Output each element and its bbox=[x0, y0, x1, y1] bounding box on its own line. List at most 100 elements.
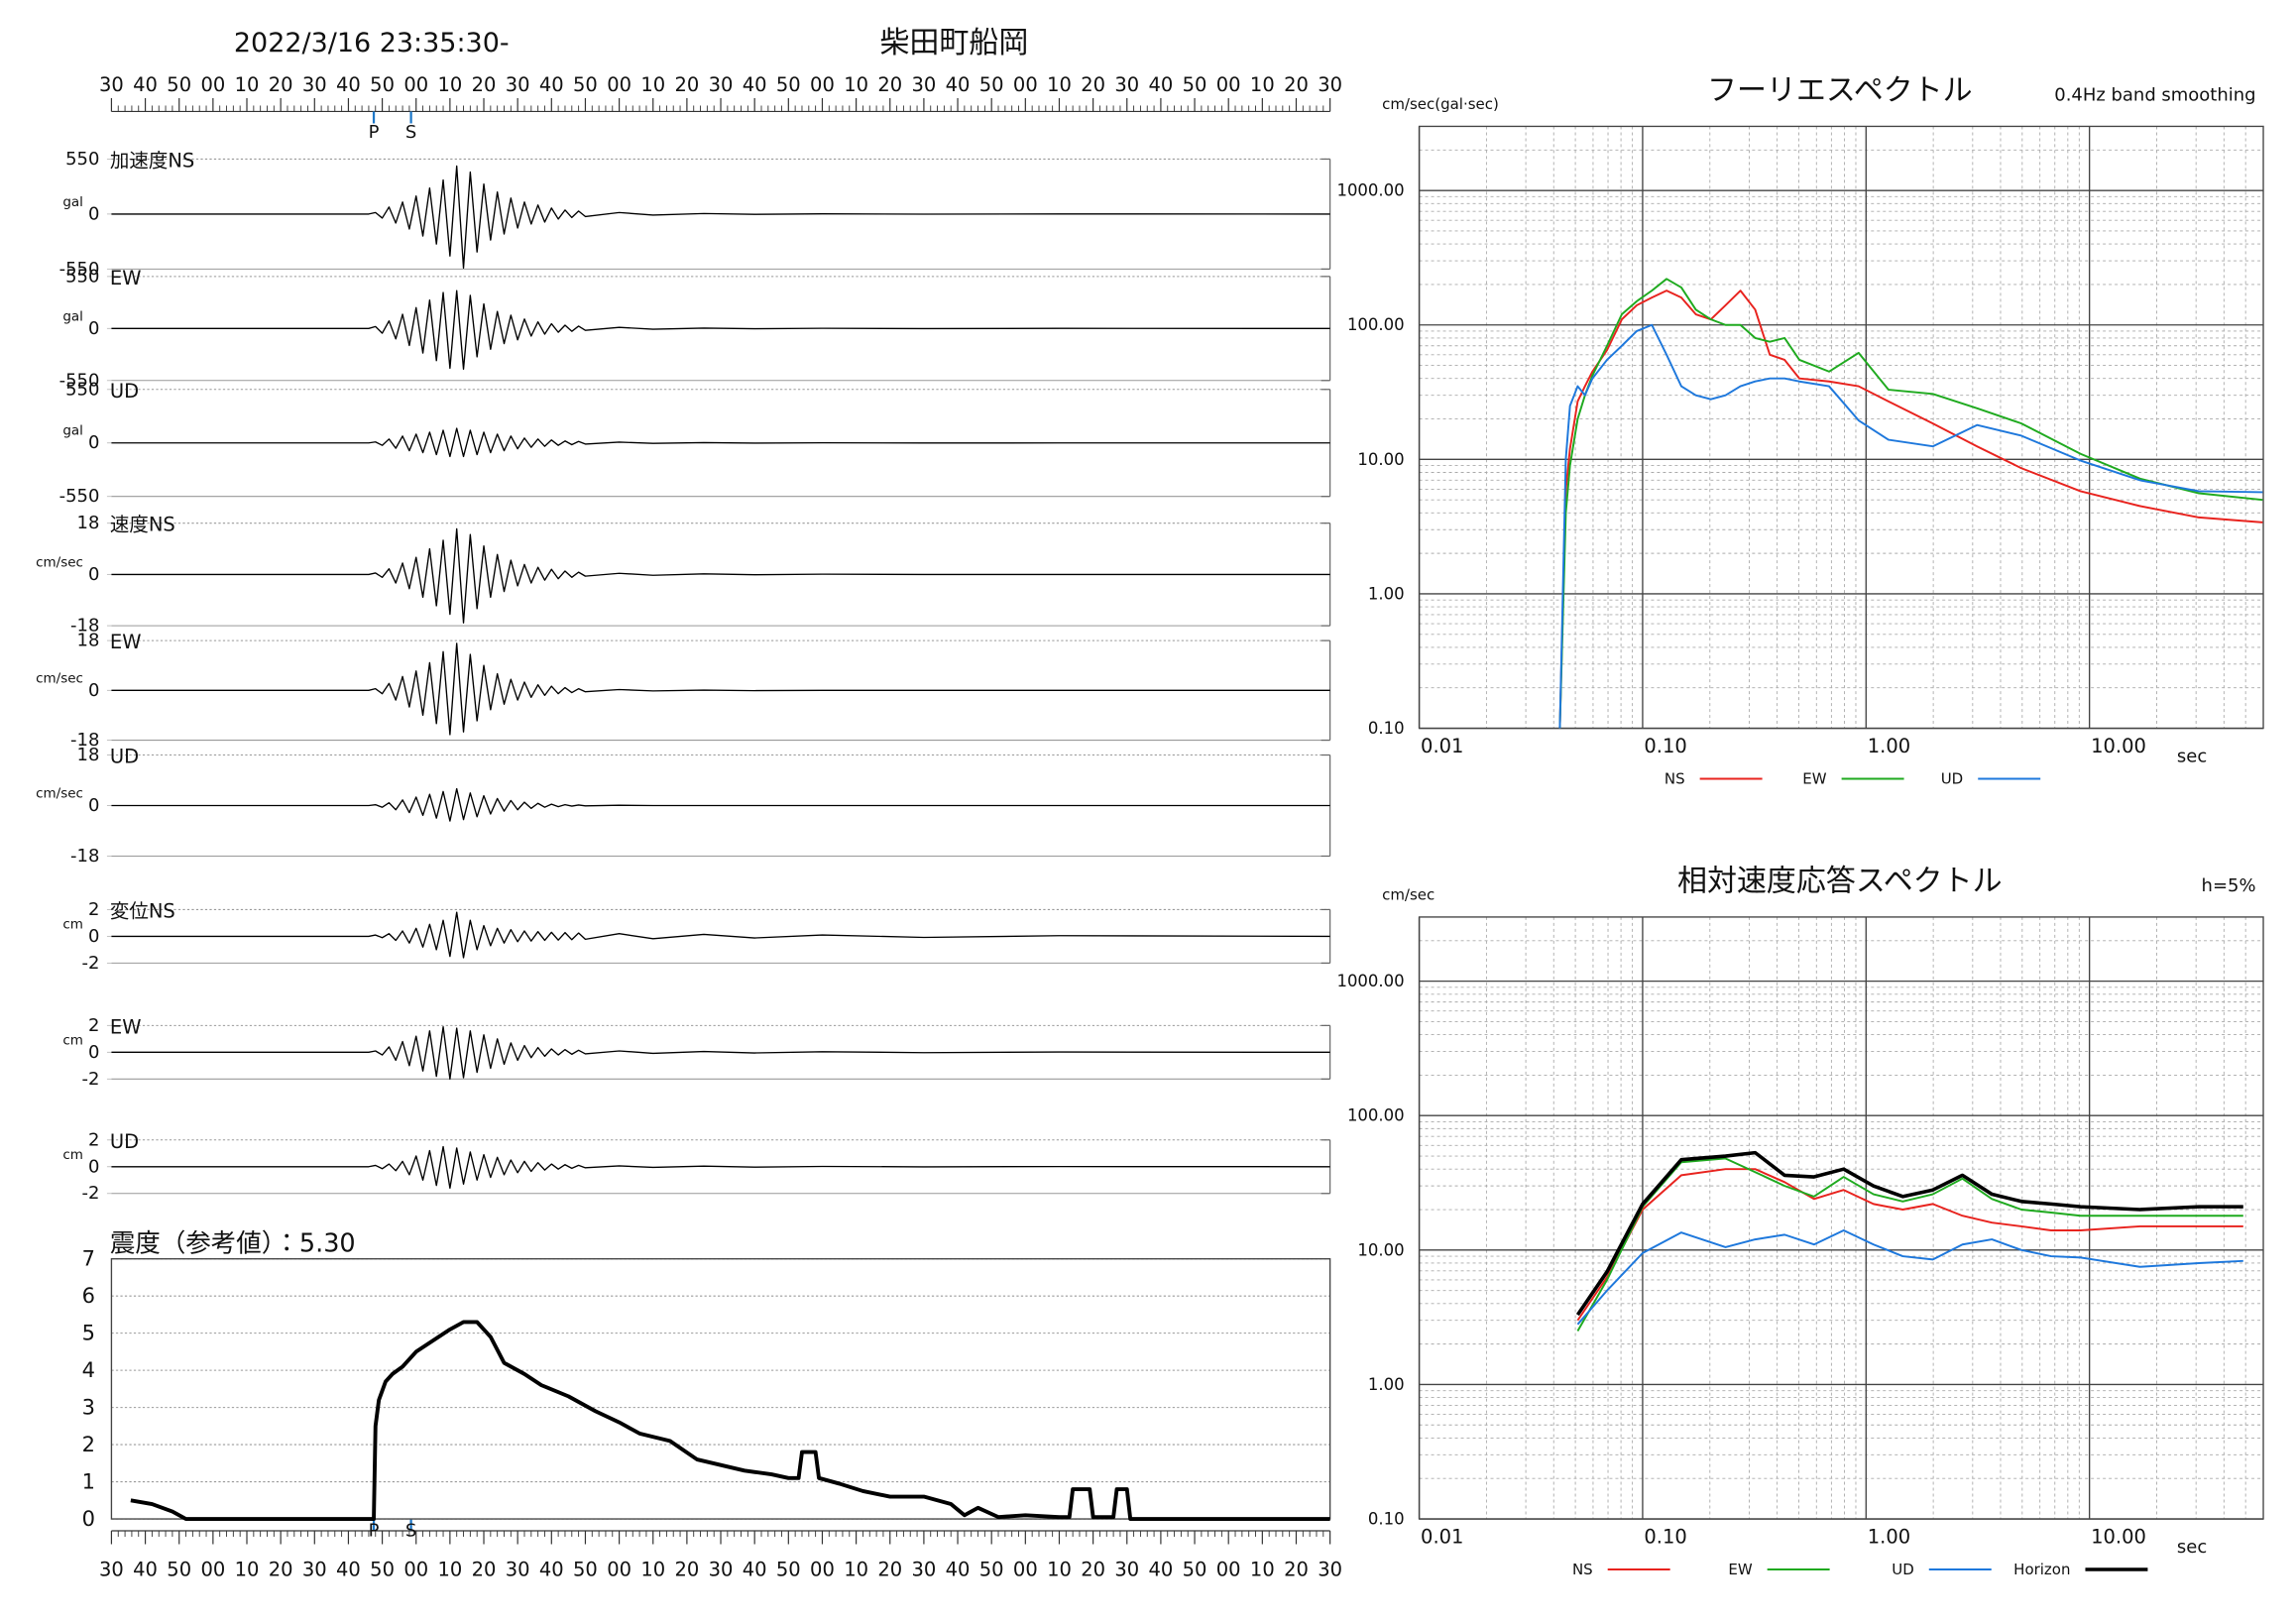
time-tick-label: 30 bbox=[912, 1559, 937, 1581]
y-tick-label: 2 bbox=[82, 1433, 95, 1456]
time-tick-label: 40 bbox=[539, 73, 564, 96]
y-tick-label: -550 bbox=[59, 370, 100, 391]
time-tick-label: 10 bbox=[235, 1559, 260, 1581]
time-tick-label: 40 bbox=[946, 1559, 971, 1581]
chart-title: 震度（参考値）：5.30 bbox=[110, 1229, 356, 1259]
unit-label: cm/sec bbox=[36, 670, 83, 686]
y-tick-label: 0 bbox=[88, 432, 99, 453]
legend-label: EW bbox=[1728, 1561, 1752, 1578]
time-tick-label: 40 bbox=[946, 73, 971, 96]
time-tick-label: 20 bbox=[269, 1559, 293, 1581]
plot-frame bbox=[110, 1258, 1331, 1520]
time-tick-label: 40 bbox=[336, 1559, 361, 1581]
spectrum-line bbox=[1558, 290, 2263, 729]
time-tick-label: 10 bbox=[437, 73, 462, 96]
y-tick-label: 18 bbox=[77, 513, 100, 533]
y-tick-label: 0.10 bbox=[1368, 1510, 1405, 1529]
time-tick-label: 40 bbox=[133, 73, 158, 96]
time-tick-label: 40 bbox=[743, 73, 767, 96]
time-tick-label: 10 bbox=[437, 1559, 462, 1581]
component-label: 速度NS bbox=[110, 514, 175, 536]
time-tick-label: 20 bbox=[877, 1559, 902, 1581]
waveform bbox=[111, 165, 1330, 270]
time-tick-label: 50 bbox=[370, 1559, 395, 1581]
phase-marker-label: S bbox=[405, 122, 416, 143]
y-tick-label: 3 bbox=[82, 1396, 95, 1420]
time-tick-label: 00 bbox=[607, 1559, 631, 1581]
y-tick-label: 10.00 bbox=[1357, 1240, 1404, 1259]
spectrum-line bbox=[1576, 1229, 2243, 1326]
time-tick-label: 40 bbox=[743, 1559, 767, 1581]
record-datetime: 2022/3/16 23:35:30- bbox=[234, 28, 510, 58]
time-tick-label: 30 bbox=[506, 73, 530, 96]
component-label: UD bbox=[110, 746, 139, 768]
time-tick-label: 00 bbox=[607, 73, 631, 96]
time-tick-label: 50 bbox=[167, 1559, 191, 1581]
y-tick-label: 1000.00 bbox=[1336, 972, 1404, 990]
chart-subtitle: 0.4Hz band smoothing bbox=[2054, 84, 2255, 105]
time-tick-label: 00 bbox=[200, 1559, 225, 1581]
unit-label: gal bbox=[62, 194, 83, 210]
time-tick-label: 00 bbox=[1216, 73, 1241, 96]
y-tick-label: -2 bbox=[82, 1183, 100, 1204]
component-label: EW bbox=[110, 267, 142, 290]
waveform bbox=[111, 1145, 1330, 1190]
time-tick-label: 50 bbox=[776, 1559, 801, 1581]
y-tick-label: 5 bbox=[82, 1322, 95, 1345]
time-tick-label: 50 bbox=[776, 73, 801, 96]
chart-title: フーリエスペクトル bbox=[1707, 73, 1973, 108]
time-tick-label: 50 bbox=[167, 73, 191, 96]
waveform bbox=[111, 787, 1330, 822]
time-tick-label: 30 bbox=[1114, 1559, 1139, 1581]
time-tick-label: 20 bbox=[674, 1559, 699, 1581]
y-tick-label: 100.00 bbox=[1347, 315, 1405, 334]
time-tick-label: 00 bbox=[200, 73, 225, 96]
x-tick-label: 0.01 bbox=[1421, 1526, 1463, 1549]
x-tick-label: 1.00 bbox=[1868, 735, 1910, 757]
y-tick-label: 0.10 bbox=[1368, 719, 1405, 738]
time-tick-label: 20 bbox=[1081, 73, 1105, 96]
unit-label: cm/sec bbox=[36, 554, 83, 570]
y-tick-label: 7 bbox=[82, 1247, 95, 1271]
time-tick-label: 50 bbox=[1183, 73, 1207, 96]
time-tick-label: 30 bbox=[1114, 73, 1139, 96]
time-tick-label: 10 bbox=[844, 73, 868, 96]
y-tick-label: 2 bbox=[88, 1015, 99, 1036]
unit-label: gal bbox=[62, 423, 83, 439]
y-tick-label: -18 bbox=[70, 616, 99, 637]
y-tick-label: 0 bbox=[88, 1156, 99, 1177]
time-tick-label: 00 bbox=[1013, 73, 1038, 96]
component-label: EW bbox=[110, 631, 142, 653]
spectrum-line bbox=[1576, 1157, 2243, 1332]
time-tick-label: 50 bbox=[979, 1559, 1004, 1581]
y-tick-label: 1 bbox=[82, 1470, 95, 1494]
y-tick-label: 1000.00 bbox=[1336, 181, 1404, 200]
x-tick-label: 0.10 bbox=[1644, 1526, 1686, 1549]
time-tick-label: 50 bbox=[979, 73, 1004, 96]
time-tick-label: 30 bbox=[1318, 73, 1342, 96]
station-name: 柴田町船岡 bbox=[879, 26, 1028, 60]
y-tick-label: -18 bbox=[70, 730, 99, 751]
time-tick-label: 00 bbox=[403, 73, 428, 96]
legend-label: UD bbox=[1941, 770, 1964, 788]
component-label: UD bbox=[110, 380, 139, 403]
time-tick-label: 50 bbox=[573, 73, 598, 96]
time-tick-label: 30 bbox=[709, 1559, 734, 1581]
time-tick-label: 30 bbox=[99, 1559, 124, 1581]
time-tick-label: 20 bbox=[472, 73, 497, 96]
time-tick-label: 10 bbox=[640, 73, 665, 96]
time-tick-label: 10 bbox=[235, 73, 260, 96]
unit-label: cm bbox=[62, 1147, 83, 1163]
time-tick-label: 10 bbox=[1047, 73, 1072, 96]
y-tick-label: -2 bbox=[82, 953, 100, 974]
time-tick-label: 00 bbox=[810, 1559, 835, 1581]
legend-label: EW bbox=[1802, 770, 1826, 788]
spectrum-line bbox=[1576, 1168, 2243, 1322]
time-tick-label: 30 bbox=[302, 73, 327, 96]
component-label: 変位NS bbox=[110, 899, 175, 922]
waveform bbox=[111, 911, 1330, 959]
y-axis-label: cm/sec(gal·sec) bbox=[1382, 95, 1499, 113]
legend-label: Horizon bbox=[2013, 1561, 2070, 1578]
